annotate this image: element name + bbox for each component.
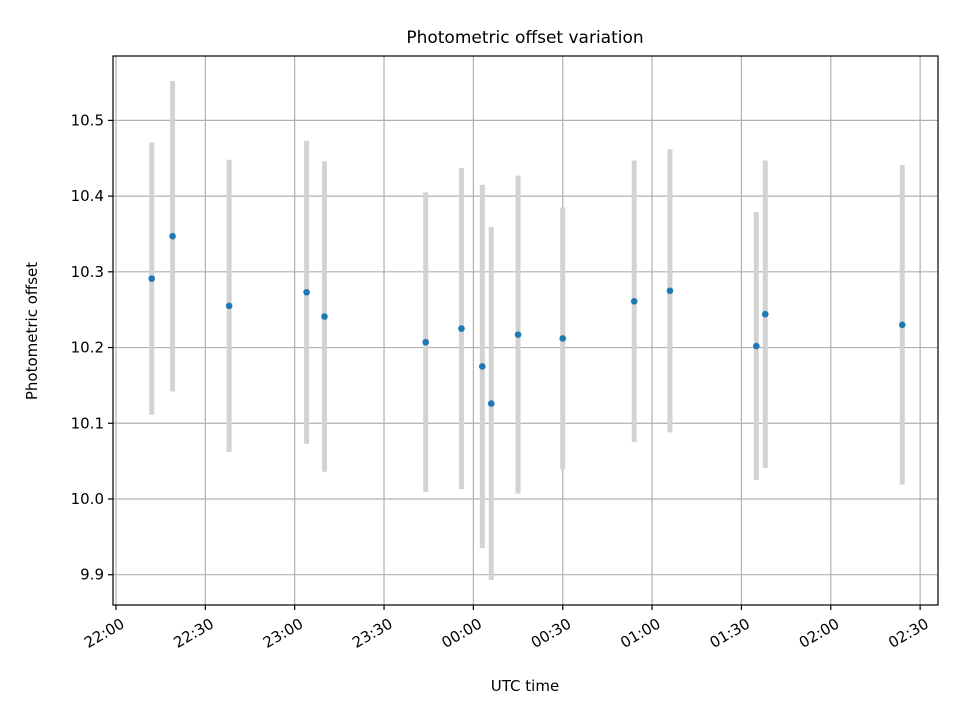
y-axis-label: Photometric offset [23,262,41,400]
data-point [753,342,760,350]
data-point [169,232,176,240]
data-point [666,287,674,295]
data-point [321,313,328,320]
x-tick-label: 23:00 [260,615,306,652]
data-points [148,232,906,407]
x-axis-ticks: 22:00 22:30 23:00 23:30 00:00 00:30 01:00 01:30… [81,605,932,652]
data-point [898,321,906,329]
y-tick-label: 10.5 [71,111,104,129]
x-tick-label: 22:30 [170,615,216,652]
x-tick-label: 01:00 [617,615,663,652]
x-tick-label: 02:00 [796,615,842,652]
data-point [514,331,522,338]
data-point [487,400,495,407]
y-tick-label: 10.2 [71,339,104,357]
data-point [479,363,486,370]
data-point [458,325,465,332]
data-point [559,335,567,342]
data-point [761,310,769,318]
error-bars [149,80,905,581]
grid [113,56,938,605]
y-tick-label: 9.9 [80,566,104,584]
x-tick-label: 00:30 [528,615,574,652]
chart-title: Photometric offset variation [406,28,643,48]
plot-area-frame [112,55,939,606]
x-axis-label: UTC time [491,677,559,695]
y-axis-ticks: 9.9 10.0 10.1 10.2 10.3 10.4 10.5 [71,111,113,584]
x-tick-label: 22:00 [81,615,127,652]
data-point [303,288,310,296]
data-point [422,338,430,346]
y-tick-label: 10.3 [71,263,104,281]
data-point [225,302,233,310]
y-tick-label: 10.4 [71,187,104,205]
x-tick-label: 23:30 [349,615,395,652]
data-point [630,298,638,305]
y-tick-label: 10.1 [71,414,104,432]
x-tick-label: 01:30 [707,615,753,652]
data-point [148,275,156,282]
x-tick-label: 02:30 [885,615,931,652]
x-tick-label: 00:00 [439,615,485,652]
y-tick-label: 10.0 [71,490,104,508]
